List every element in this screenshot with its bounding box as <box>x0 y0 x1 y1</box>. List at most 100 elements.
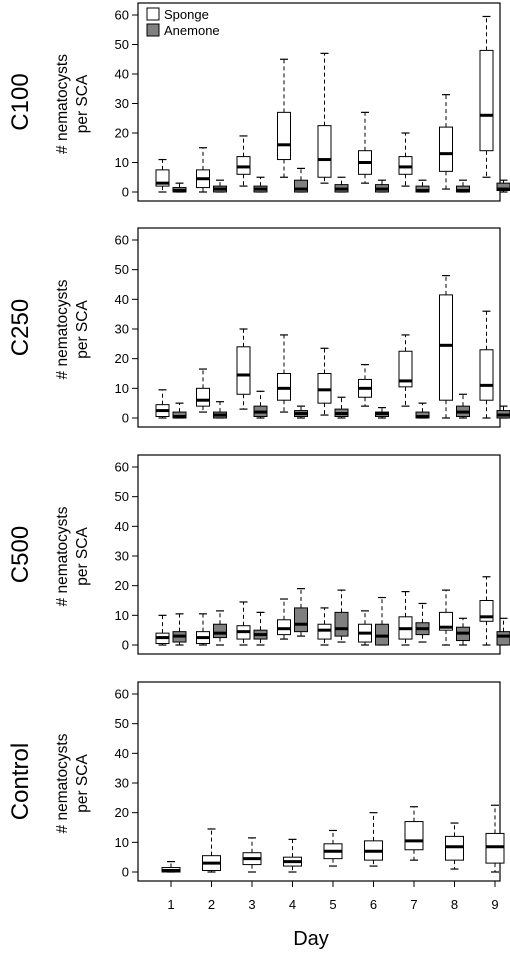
y-tick-label: 40 <box>115 67 129 82</box>
box-anemone <box>294 588 308 637</box>
y-axis-label-line1: # nematocysts <box>54 54 71 154</box>
box-sponge <box>364 812 383 867</box>
plot-frame <box>137 454 501 655</box>
iqr-box <box>236 346 251 395</box>
box-anemone <box>456 617 470 646</box>
x-tick-label: 8 <box>451 897 458 912</box>
x-tick-label: 1 <box>167 897 174 912</box>
box-anemone <box>294 167 308 193</box>
y-tick-label: 30 <box>115 549 129 564</box>
x-tick-label: 9 <box>491 897 498 912</box>
y-tick-label: 20 <box>115 578 129 593</box>
box-sponge <box>161 861 181 873</box>
panel-title: C250 <box>7 299 34 356</box>
box-anemone <box>253 390 268 419</box>
y-axis-label-line1: # nematocysts <box>54 506 71 606</box>
box-anemone <box>375 179 389 193</box>
legend-swatch-sponge <box>146 7 160 21</box>
box-sponge <box>196 613 210 646</box>
y-axis-label-line2: per SCA <box>74 527 91 586</box>
iqr-box <box>196 387 210 407</box>
iqr-box <box>479 49 494 152</box>
box-anemone <box>172 402 187 419</box>
y-tick-label: 10 <box>115 381 129 396</box>
box-sponge <box>277 58 291 178</box>
box-anemone <box>294 405 308 419</box>
box-anemone <box>496 617 510 646</box>
box-anemone <box>496 179 510 193</box>
box-sponge <box>439 589 453 646</box>
y-axis-label-line2: per SCA <box>74 300 91 359</box>
box-anemone <box>213 610 227 646</box>
panel-title: Control <box>7 743 34 820</box>
panel-title: C100 <box>7 73 34 130</box>
box-anemone <box>213 401 227 419</box>
y-tick-label: 30 <box>115 96 129 111</box>
panel-c100: 0 10 20 30 40 50 60 C100 # nematocysts per SCA Spo… <box>7 2 510 202</box>
box-sponge <box>398 132 413 187</box>
iqr-box <box>213 623 227 639</box>
iqr-box <box>439 126 453 172</box>
box-sponge <box>485 804 505 873</box>
box-sponge <box>479 310 494 419</box>
y-tick-label: 10 <box>115 835 129 850</box>
box-anemone <box>253 176 268 193</box>
y-tick-label: 50 <box>115 489 129 504</box>
x-tick-label: 3 <box>248 897 255 912</box>
box-sponge <box>404 806 424 861</box>
box-anemone <box>456 393 470 419</box>
box-sponge <box>277 334 291 413</box>
y-tick-label: 60 <box>115 460 129 475</box>
y-axis-label-line1: # nematocysts <box>54 733 71 833</box>
y-tick-label: 50 <box>115 716 129 731</box>
y-tick-label: 20 <box>115 126 129 141</box>
box-anemone <box>334 176 349 193</box>
box-sponge <box>155 158 170 193</box>
y-tick-label: 40 <box>115 292 129 307</box>
iqr-box <box>294 607 308 633</box>
box-sponge <box>196 368 210 413</box>
box-sponge <box>358 610 372 646</box>
panel-title: C500 <box>7 526 34 583</box>
y-axis-label-line2: per SCA <box>74 754 91 813</box>
y-tick-label: 60 <box>115 8 129 23</box>
y-axis-label-line2: per SCA <box>74 74 91 133</box>
box-sponge <box>242 837 262 873</box>
y-tick-label: 30 <box>115 322 129 337</box>
y-tick-label: 50 <box>115 37 129 52</box>
box-anemone <box>172 182 187 193</box>
box-sponge <box>317 52 332 184</box>
x-tick-label: 2 <box>208 897 215 912</box>
box-anemone <box>415 602 430 643</box>
box-sponge <box>323 829 343 867</box>
box-sponge <box>439 275 453 419</box>
y-tick-label: 0 <box>122 865 129 880</box>
iqr-box <box>398 350 413 388</box>
x-axis-label: Day <box>293 928 329 950</box>
y-tick-label: 40 <box>115 519 129 534</box>
box-anemone <box>456 179 470 193</box>
y-axis-label-line1: # nematocysts <box>54 279 71 379</box>
y-tick-label: 50 <box>115 262 129 277</box>
box-sponge <box>236 601 251 646</box>
box-sponge <box>277 598 291 640</box>
box-anemone <box>415 179 430 193</box>
y-tick-label: 10 <box>115 608 129 623</box>
box-anemone <box>334 396 349 419</box>
box-sponge <box>196 147 210 193</box>
y-tick-label: 60 <box>115 687 129 702</box>
plot-frame <box>137 227 501 428</box>
y-tick-label: 0 <box>122 411 129 426</box>
y-tick-label: 20 <box>115 805 129 820</box>
box-sponge <box>155 389 170 419</box>
iqr-box <box>496 631 510 646</box>
iqr-box <box>479 349 494 401</box>
iqr-box <box>317 125 332 178</box>
x-tick-label: 5 <box>329 897 336 912</box>
y-tick-label: 40 <box>115 746 129 761</box>
box-sponge <box>236 135 251 187</box>
box-sponge <box>202 828 221 873</box>
box-anemone <box>375 596 389 646</box>
